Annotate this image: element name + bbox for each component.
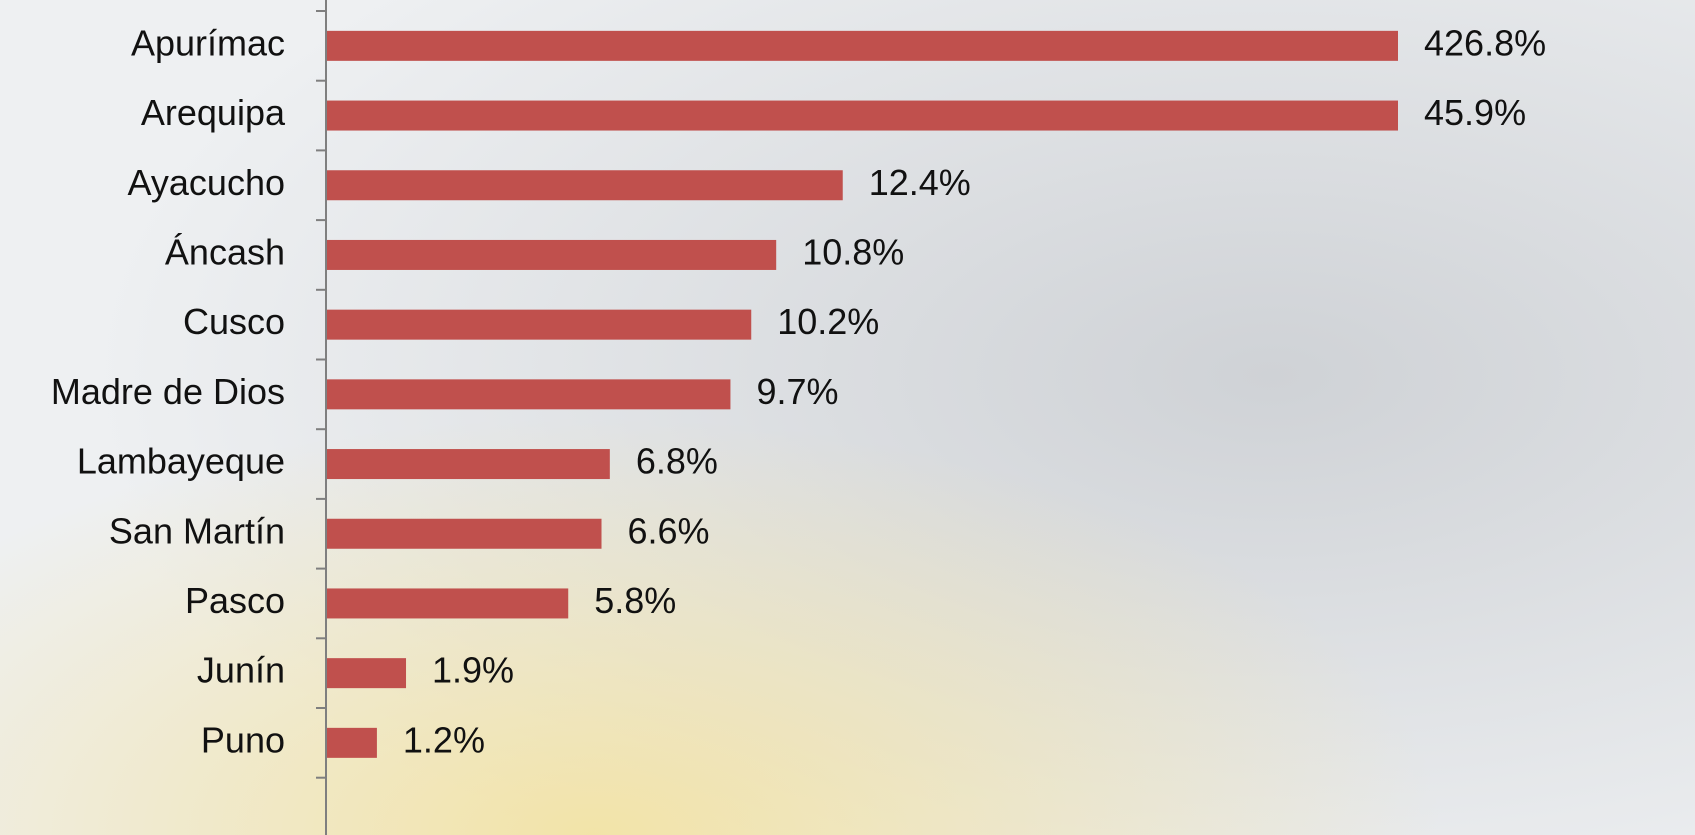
y-tick-label: Junín: [197, 650, 285, 691]
value-label: 12.4%: [869, 162, 971, 203]
bar: [327, 170, 843, 201]
value-label: 6.6%: [628, 510, 710, 551]
y-tick-label: Madre de Dios: [51, 371, 285, 412]
bar: [327, 30, 1398, 61]
value-label: 9.7%: [756, 371, 838, 412]
value-label: 1.9%: [432, 650, 514, 691]
bar: [327, 239, 777, 270]
value-label: 10.2%: [777, 301, 879, 342]
bar: [327, 379, 731, 410]
bar: [327, 449, 610, 480]
bar: [327, 658, 407, 689]
y-tick-label: Arequipa: [141, 92, 286, 133]
y-tick-label: Apurímac: [131, 22, 285, 63]
y-tick-label: Cusco: [183, 301, 285, 342]
bar: [327, 309, 752, 340]
y-tick-label: San Martín: [109, 510, 285, 551]
value-label: 45.9%: [1424, 92, 1526, 133]
y-tick-label: Puno: [201, 719, 285, 760]
bar: [327, 100, 1398, 131]
y-tick-label: Lambayeque: [77, 441, 285, 482]
y-tick-label: Pasco: [185, 580, 285, 621]
value-label: 426.8%: [1424, 22, 1546, 63]
bar: [327, 588, 569, 619]
y-tick-label: Áncash: [165, 231, 285, 272]
value-label: 5.8%: [594, 580, 676, 621]
value-label: 10.8%: [802, 231, 904, 272]
value-label: 1.2%: [403, 719, 485, 760]
bar: [327, 727, 377, 758]
bar: [327, 518, 602, 549]
value-label: 6.8%: [636, 441, 718, 482]
y-tick-label: Ayacucho: [128, 162, 285, 203]
